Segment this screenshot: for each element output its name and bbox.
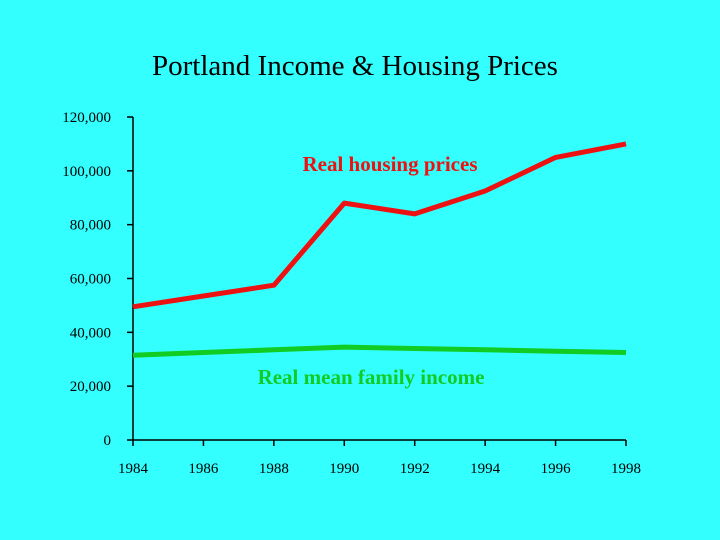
y-tick-label: 20,000 (70, 379, 111, 395)
series-label-housing-prices: Real housing prices (302, 152, 477, 176)
y-tick-label: 80,000 (70, 218, 111, 234)
y-tick-label: 60,000 (70, 272, 111, 288)
y-tick-label: 0 (104, 433, 112, 449)
series-label-family-income: Real mean family income (258, 365, 485, 389)
y-tick-label: 100,000 (62, 164, 111, 180)
series-lines (132, 141, 627, 358)
x-tick-label: 1990 (329, 461, 359, 477)
y-tick-label: 120,000 (62, 110, 111, 126)
x-tick-label: 1992 (400, 461, 430, 477)
series-line-0 (132, 141, 627, 310)
x-tick-label: 1986 (188, 461, 219, 477)
x-tick-label: 1998 (611, 461, 641, 477)
x-tick-label: 1996 (541, 461, 572, 477)
y-tick-label: 40,000 (70, 325, 111, 341)
x-tick-label: 1984 (118, 461, 149, 477)
x-tick-label: 1994 (470, 461, 501, 477)
series-line-1 (132, 344, 627, 358)
x-tick-label: 1988 (259, 461, 289, 477)
chart-title: Portland Income & Housing Prices (152, 50, 558, 82)
axes: 0 20,000 40,000 60,000 80,000 100,000 120,000 1… (62, 110, 641, 477)
